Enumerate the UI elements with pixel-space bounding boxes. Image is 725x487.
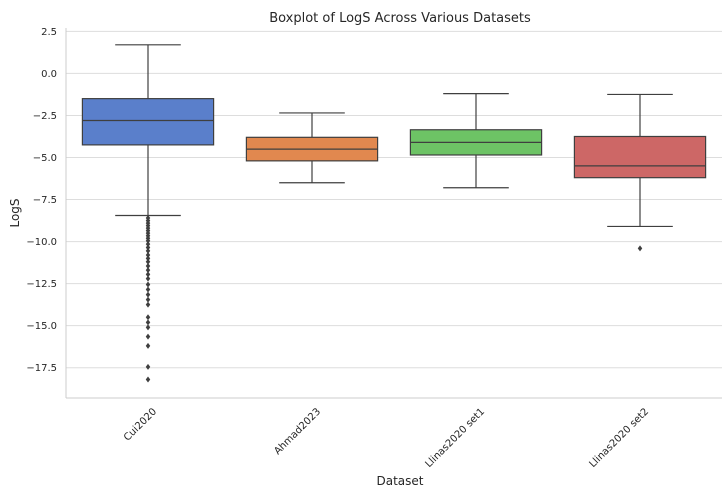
iqr-box — [573, 135, 707, 179]
outlier-point — [145, 252, 151, 259]
x-tick-label: Llinas2020 set2 — [587, 406, 651, 470]
outlier-point — [145, 281, 151, 288]
outlier-point — [145, 267, 151, 274]
outlier-point — [145, 275, 151, 282]
y-tick-label: −10.0 — [26, 237, 57, 248]
outlier-point — [145, 247, 151, 254]
y-tick-label: −5.0 — [33, 153, 57, 164]
outlier-point — [637, 245, 643, 252]
x-tick-label: Llinas2020 set1 — [423, 406, 487, 470]
outlier-point — [145, 286, 151, 293]
y-tick-label: −12.5 — [26, 279, 57, 290]
outlier-point — [145, 324, 151, 331]
grid-lines — [66, 30, 722, 369]
box-group-cui2020 — [81, 44, 215, 383]
outlier-point — [145, 363, 151, 370]
iqr-box — [81, 98, 215, 146]
box-group-llinas2020-set1 — [409, 92, 543, 189]
outlier-point — [145, 296, 151, 303]
y-tick-label: −2.5 — [33, 111, 57, 122]
outlier-point — [145, 244, 151, 251]
y-tick-label: 0.0 — [41, 69, 57, 80]
outlier-point — [145, 262, 151, 269]
chart-title: Boxplot of LogS Across Various Datasets — [269, 11, 531, 26]
outlier-point — [145, 255, 151, 262]
x-tick-label: Cui2020 — [122, 406, 159, 443]
y-tick-label: −7.5 — [33, 195, 57, 206]
outlier-point — [145, 241, 151, 248]
outlier-point — [145, 376, 151, 383]
outlier-point — [145, 342, 151, 349]
box-group-llinas2020-set2 — [573, 93, 707, 252]
outlier-point — [145, 291, 151, 298]
x-axis-label: Dataset — [377, 474, 424, 487]
outlier-point — [145, 301, 151, 308]
y-tick-labels: 2.5 0.0 −2.5 −5.0 −7.5 −10.0 −12.5 −15.0 −17.5 — [26, 27, 57, 374]
axes-frame — [65, 28, 722, 399]
outlier-point — [145, 319, 151, 326]
outlier-point — [145, 333, 151, 340]
y-tick-label: −15.0 — [26, 321, 57, 332]
y-tick-label: 2.5 — [41, 27, 57, 38]
outlier-point — [145, 271, 151, 278]
outlier-point — [145, 258, 151, 265]
x-tick-label: Ahmad2023 — [272, 406, 323, 457]
x-tick-labels: Cui2020 Ahmad2023 Llinas2020 set1 Llinas202… — [122, 406, 651, 470]
outlier-point — [145, 314, 151, 321]
outlier-point — [145, 237, 151, 244]
y-axis-label: LogS — [8, 198, 22, 227]
box-series — [81, 44, 707, 383]
y-tick-label: −17.5 — [26, 363, 57, 374]
box-group-ahmad2023 — [245, 112, 379, 184]
